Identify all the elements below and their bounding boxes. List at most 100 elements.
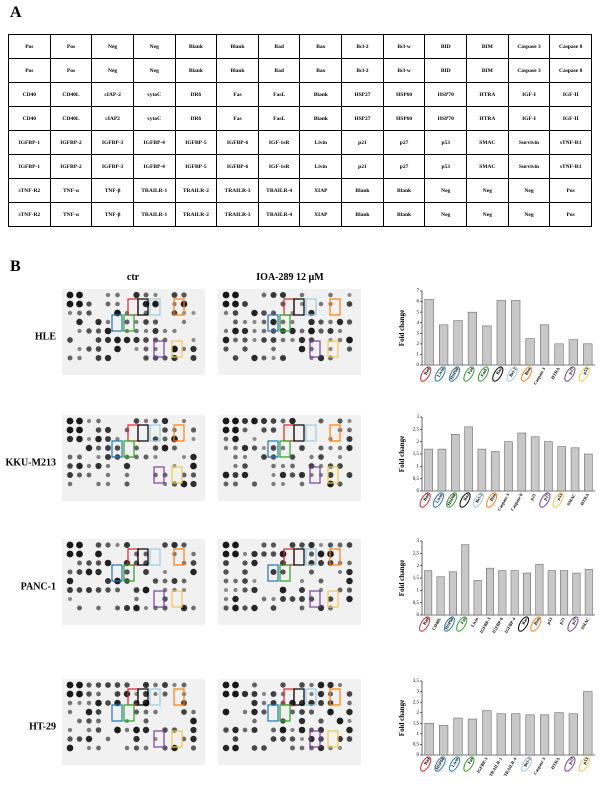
highlight-box: [137, 298, 149, 316]
highlight-box: [329, 688, 341, 706]
blot-spot: [270, 569, 277, 575]
table-cell: Blank: [382, 178, 426, 203]
bar: [424, 723, 434, 756]
blot-spot: [172, 682, 177, 688]
blot-spot: [190, 480, 197, 488]
blot-spot: [105, 292, 111, 298]
blot-spot: [261, 292, 267, 298]
blot-spot: [105, 463, 111, 469]
blot-spot: [309, 691, 314, 697]
table-cell: Pos: [549, 178, 592, 203]
highlight-box: [305, 548, 317, 566]
table-cell: BIM: [466, 58, 509, 83]
blot-spot: [123, 541, 131, 549]
highlight-box: [171, 466, 183, 484]
blot-spot: [252, 437, 257, 441]
blot-spot: [67, 709, 73, 715]
blot-spot: [223, 605, 229, 611]
blot-spot: [242, 709, 248, 715]
blot-image: [62, 679, 205, 765]
category-label-group: Livin: [432, 492, 445, 508]
highlight-box: [267, 704, 279, 722]
blot-spot: [77, 454, 82, 460]
blot-spot: [67, 700, 73, 706]
table-cell: IGFBP-3: [91, 130, 134, 155]
label-circle: [420, 366, 432, 382]
category-label-group: Bad: [419, 616, 431, 632]
table-cell: Neg: [507, 178, 551, 203]
blot-spot: [162, 691, 168, 697]
highlight-box: [123, 564, 135, 582]
category-label-group: Caspase 8: [510, 492, 524, 512]
blot-spot: [190, 472, 197, 478]
blot-spot: [66, 541, 74, 549]
blot-spot: [280, 418, 286, 424]
table-cell: TRAILR-1: [132, 178, 176, 203]
blot-spot: [76, 435, 83, 443]
y-tick-label: 4: [417, 321, 420, 326]
blot-spot: [143, 346, 149, 352]
blot-spot: [242, 569, 248, 575]
blot-spot: [289, 736, 296, 742]
table-cell: Pos: [8, 34, 51, 59]
blot-spot: [318, 718, 324, 724]
blot-spot: [171, 481, 178, 487]
table-cell: Bcl-2: [341, 34, 384, 59]
table-cell: HSP27: [341, 106, 384, 131]
highlight-box: [171, 340, 183, 358]
blot-spot: [337, 481, 343, 487]
x-tick-label: HTRA: [550, 366, 561, 380]
table-row: Pos Pos Neg Neg Blank Blank Bad Bax Bcl-2 Bcl-w BI…: [8, 34, 592, 59]
table-cell: DR6: [174, 106, 218, 131]
blot-spot: [346, 336, 353, 344]
table-cell: Neg: [91, 58, 134, 83]
bar: [539, 324, 550, 366]
category-label-group: p27: [539, 492, 551, 508]
blot-spot: [223, 596, 229, 602]
blot-spot: [134, 328, 139, 334]
blot-spot: [279, 586, 287, 594]
blot-spot: [143, 605, 149, 611]
blot-spot: [261, 745, 267, 751]
highlight-box: [267, 314, 279, 332]
table-cell: cIAP2: [91, 106, 134, 131]
bar: [453, 320, 463, 366]
x-tick-label: Bcl-2: [508, 366, 518, 378]
y-tick-label: 3: [417, 331, 420, 336]
y-tick-label: 7: [417, 289, 420, 294]
blot-spot: [328, 292, 333, 298]
blot-spot: [337, 745, 343, 751]
blot-spot: [86, 418, 92, 424]
category-label-group: p27: [564, 366, 576, 382]
blot-spot: [222, 471, 230, 479]
blot-spot: [337, 445, 343, 451]
bar: [572, 572, 581, 616]
table-cell: TNF-α: [49, 178, 93, 203]
y-tick-label: 0,5: [413, 477, 420, 482]
table-cell: HSP60: [382, 106, 426, 131]
highlight-box: [123, 704, 135, 722]
bar: [554, 712, 564, 756]
x-tick-label: Caspase 3: [532, 366, 546, 386]
table-cell: Blank: [216, 58, 259, 83]
blot-spot: [337, 337, 343, 343]
blot-spot: [251, 417, 258, 425]
blot-spot: [251, 354, 258, 362]
blot-spot: [289, 542, 296, 548]
blot-spot: [95, 550, 102, 558]
x-tick-label: Caspase 3: [496, 492, 510, 512]
table-cell: cytoC: [132, 82, 176, 107]
highlight-box: [111, 704, 123, 722]
blot-spot: [327, 681, 334, 689]
blot-spot: [104, 559, 112, 567]
blot-spot: [105, 319, 111, 325]
highlight-box: [173, 298, 185, 316]
bar: [424, 448, 433, 492]
blot-spot: [233, 587, 238, 593]
blot-spot: [86, 745, 92, 751]
blot-spot: [346, 691, 353, 697]
blot-spot: [279, 354, 287, 362]
table-cell: p27: [382, 130, 426, 155]
blot-spot: [76, 426, 83, 434]
table-cell: IGF-II: [549, 106, 592, 131]
